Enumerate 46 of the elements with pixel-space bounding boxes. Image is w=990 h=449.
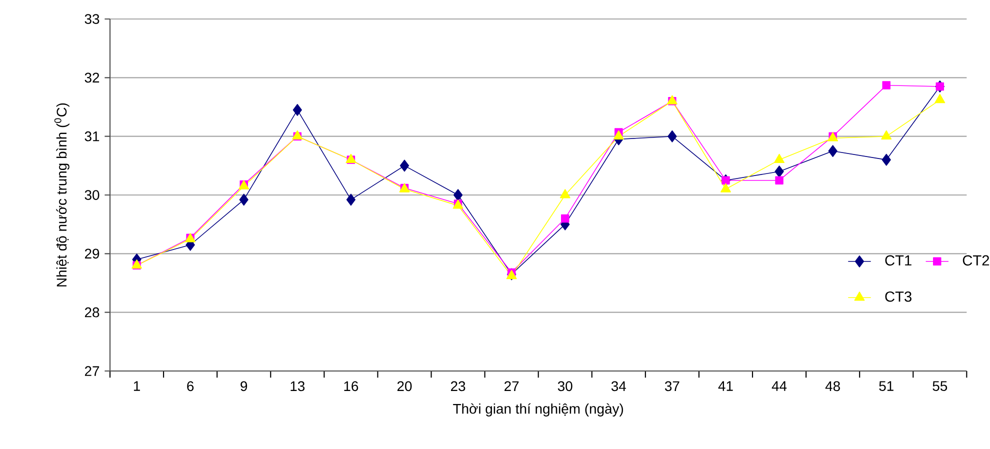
point xyxy=(775,176,784,184)
x-tick-label: 37 xyxy=(664,381,680,392)
x-tick-label: 1 xyxy=(134,381,140,391)
x-tick-label: 13 xyxy=(290,381,305,392)
x-tick-label: 41 xyxy=(718,381,733,391)
point xyxy=(239,194,248,206)
legend-label: CT1 xyxy=(885,255,912,266)
point xyxy=(560,189,570,198)
point xyxy=(668,130,677,142)
x-tick-label: 44 xyxy=(772,381,787,391)
x-tick-label: 20 xyxy=(397,381,412,392)
x-tick-label: 23 xyxy=(450,381,466,392)
point xyxy=(881,130,892,140)
y-tick-label: 31 xyxy=(84,131,100,142)
y-tick-label: 33 xyxy=(84,14,100,24)
point xyxy=(774,166,784,178)
point xyxy=(560,214,570,223)
x-axis-title: Thời gian thí nghiệm (ngày) xyxy=(453,403,624,416)
point xyxy=(453,189,463,201)
y-tick-label: 32 xyxy=(84,72,100,83)
point xyxy=(613,130,624,140)
y-tick-label: 28 xyxy=(84,307,100,318)
x-tick-label: 16 xyxy=(344,381,358,392)
legend-label: CT3 xyxy=(885,291,912,302)
y-tick-label: 29 xyxy=(84,248,100,259)
y-axis-title: Nhiệt độ nước trung bình ($^{0}$C) xyxy=(54,103,70,286)
point xyxy=(292,104,302,116)
x-tick-label: 27 xyxy=(504,381,519,391)
y-tick-label: 27 xyxy=(84,366,100,376)
y-tick-label: 30 xyxy=(84,190,100,200)
x-tick-label: 51 xyxy=(879,381,894,391)
point xyxy=(882,81,890,90)
x-tick-label: 30 xyxy=(558,381,572,392)
x-tick-label: 48 xyxy=(825,381,840,392)
x-tick-label: 6 xyxy=(187,381,194,392)
legend-label: CT2 xyxy=(962,255,990,266)
x-tick-label: 9 xyxy=(240,381,248,392)
x-tick-label: 34 xyxy=(611,381,626,392)
point xyxy=(828,145,838,157)
x-tick-label: 55 xyxy=(932,381,948,391)
point xyxy=(346,194,356,206)
point xyxy=(934,94,946,104)
point xyxy=(720,183,731,192)
point xyxy=(774,154,785,163)
point xyxy=(882,154,891,166)
point xyxy=(400,160,410,172)
